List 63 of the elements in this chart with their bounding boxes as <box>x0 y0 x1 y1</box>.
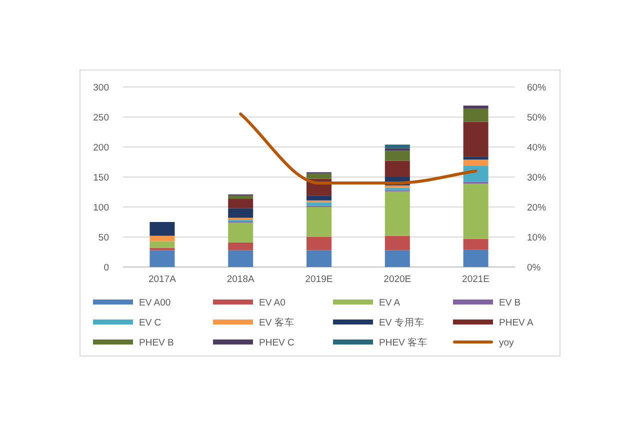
bar <box>463 156 488 160</box>
bar <box>463 250 488 267</box>
y2-tick-label: 40% <box>527 142 547 154</box>
bar <box>306 202 332 206</box>
legend-label: PHEV 客车 <box>379 336 428 348</box>
legend-label: EV 客车 <box>259 316 294 328</box>
bar <box>463 122 488 157</box>
legend-label: EV A0 <box>259 298 286 308</box>
bar <box>150 250 175 267</box>
x-tick-label: 2019E <box>305 274 333 285</box>
bar <box>306 207 332 237</box>
bar <box>228 222 254 242</box>
bar <box>228 208 254 218</box>
y-tick-label: 150 <box>93 172 109 184</box>
bar <box>228 196 254 199</box>
legend-label: PHEV B <box>139 338 174 348</box>
y2-tick-label: 20% <box>527 202 547 214</box>
bar <box>306 237 332 250</box>
legend-label: EV A00 <box>139 298 171 308</box>
bar <box>463 106 488 109</box>
y2-tick-label: 10% <box>527 232 547 244</box>
legend-label: EV 专用车 <box>379 316 424 328</box>
x-tick-label: 2021E <box>462 274 490 285</box>
bar <box>150 236 175 242</box>
bar <box>306 196 332 200</box>
bar <box>306 250 332 267</box>
bar <box>384 185 410 188</box>
y-tick-label: 0 <box>104 262 109 274</box>
bar <box>384 148 410 151</box>
legend-label: PHEV A <box>499 318 534 328</box>
legend-label: EV B <box>499 298 521 308</box>
y-tick-label: 250 <box>93 112 109 124</box>
y-tick-label: 300 <box>93 82 109 94</box>
bar <box>228 242 254 250</box>
y2-tick-label: 60% <box>527 82 547 94</box>
bar <box>463 184 488 239</box>
bar <box>463 238 488 250</box>
y2-tick-label: 0% <box>527 262 542 274</box>
bar <box>384 191 410 236</box>
x-tick-label: 2017A <box>148 274 177 285</box>
x-tick-label: 2018A <box>226 274 255 285</box>
bar <box>150 241 175 248</box>
bar <box>384 160 410 177</box>
legend-label: EV A <box>379 298 401 308</box>
bar <box>463 160 488 166</box>
bar <box>150 222 175 236</box>
bar <box>306 173 332 179</box>
x-tick-label: 2020E <box>384 274 412 285</box>
legend-label: yoy <box>499 338 514 348</box>
y2-tick-label: 50% <box>527 112 547 124</box>
bar <box>384 236 410 250</box>
bar <box>384 144 410 148</box>
bar <box>384 150 410 161</box>
y2-tick-label: 30% <box>527 172 547 184</box>
bar <box>384 250 410 267</box>
legend-label: PHEV C <box>259 338 295 348</box>
bar <box>463 108 488 122</box>
bar <box>228 198 254 208</box>
bar <box>228 250 254 267</box>
y-tick-label: 50 <box>98 232 109 244</box>
legend-label: EV C <box>139 318 162 328</box>
y-tick-label: 200 <box>93 142 109 154</box>
y-tick-label: 100 <box>93 202 109 214</box>
